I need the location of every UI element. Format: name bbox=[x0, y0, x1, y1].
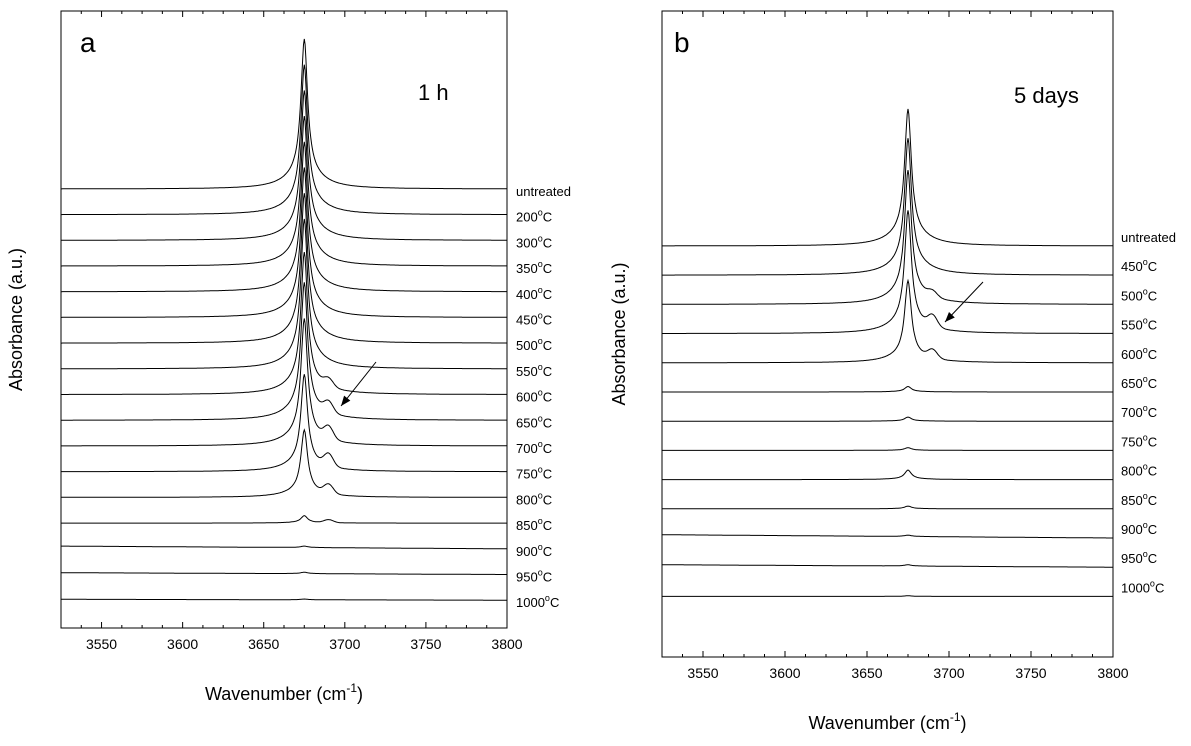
spectrum-untreated bbox=[662, 108, 1113, 247]
series-label: 950oC bbox=[516, 568, 552, 585]
spectrum-untreated bbox=[61, 38, 507, 190]
x-tick-label: 3550 bbox=[687, 665, 718, 681]
spectrum-1000 bbox=[662, 595, 1113, 597]
x-tick-label: 3650 bbox=[851, 665, 882, 681]
spectrum-700 bbox=[662, 416, 1113, 422]
x-tick-label: 3550 bbox=[86, 636, 117, 652]
series-label: 500oC bbox=[516, 336, 552, 353]
y-axis-label: Absorbance (a.u.) bbox=[6, 248, 26, 391]
arrow-head bbox=[341, 395, 351, 406]
series-label: 550oC bbox=[516, 362, 552, 379]
series-label: 900oC bbox=[1121, 520, 1157, 537]
x-tick-label: 3600 bbox=[167, 636, 198, 652]
spectrum-300 bbox=[61, 90, 507, 241]
series-label: 950oC bbox=[1121, 549, 1157, 566]
spectrum-500 bbox=[662, 170, 1113, 305]
series-label: 400oC bbox=[516, 285, 552, 302]
spectrum-900 bbox=[662, 534, 1113, 539]
spectrum-200 bbox=[61, 64, 507, 216]
series-label: 600oC bbox=[1121, 345, 1157, 362]
series-label: 550oC bbox=[1121, 316, 1157, 333]
x-tick-label: 3700 bbox=[933, 665, 964, 681]
series-label: 800oC bbox=[516, 490, 552, 507]
series-label: 650oC bbox=[1121, 374, 1157, 391]
series-label: 200oC bbox=[516, 208, 552, 225]
spectrum-550 bbox=[61, 218, 507, 370]
series-label: 350oC bbox=[516, 259, 552, 276]
spectrum-400 bbox=[61, 141, 507, 293]
spectrum-950 bbox=[61, 571, 507, 575]
series-label: 1000oC bbox=[1121, 578, 1164, 595]
x-tick-label: 3800 bbox=[491, 636, 522, 652]
series-label: 900oC bbox=[516, 542, 552, 559]
x-tick-label: 3800 bbox=[1097, 665, 1128, 681]
panel-label: b bbox=[674, 27, 690, 58]
spectrum-750 bbox=[662, 447, 1113, 451]
series-label: 600oC bbox=[516, 388, 552, 405]
spectrum-650 bbox=[61, 282, 507, 421]
spectrum-1000 bbox=[61, 598, 507, 601]
spectrum-600 bbox=[662, 278, 1113, 364]
spectrum-600 bbox=[61, 252, 507, 395]
spectrum-450 bbox=[662, 138, 1113, 276]
spectrum-550 bbox=[662, 210, 1113, 334]
series-label: 850oC bbox=[1121, 491, 1157, 508]
arrow-head bbox=[945, 311, 955, 322]
x-tick-label: 3650 bbox=[248, 636, 279, 652]
series-label: 450oC bbox=[1121, 257, 1157, 274]
series-label: 850oC bbox=[516, 516, 552, 533]
panel-label: a bbox=[80, 27, 96, 58]
series-label: 450oC bbox=[516, 311, 552, 328]
chart-panel-a: 3550 3600 3650 3700 3750 3800 Wavenumber (cm-1… bbox=[6, 10, 571, 704]
spectrum-800 bbox=[662, 469, 1113, 481]
series-label: untreated bbox=[1121, 230, 1176, 245]
spectrum-650 bbox=[662, 385, 1113, 393]
annotation-time: 1 h bbox=[418, 80, 449, 105]
series-label: 750oC bbox=[1121, 432, 1157, 449]
series-label: 750oC bbox=[516, 465, 552, 482]
chart-panel-b: 3550 3600 3650 3700 3750 3800 Wavenumber (cm-1… bbox=[609, 10, 1176, 733]
series-label: 500oC bbox=[1121, 286, 1157, 303]
series-label: 650oC bbox=[516, 413, 552, 430]
series-label: 1000oC bbox=[516, 593, 559, 610]
series-label: 300oC bbox=[516, 233, 552, 250]
series-label: 700oC bbox=[1121, 403, 1157, 420]
x-axis-label: Wavenumber (cm-1) bbox=[808, 710, 966, 733]
x-tick-label: 3750 bbox=[410, 636, 441, 652]
series-label: 800oC bbox=[1121, 462, 1157, 479]
spectrum-850 bbox=[662, 505, 1113, 510]
x-tick-label: 3600 bbox=[769, 665, 800, 681]
spectrum-450 bbox=[61, 167, 507, 318]
x-tick-label: 3700 bbox=[329, 636, 360, 652]
spectrum-900 bbox=[61, 545, 507, 550]
spectrum-850 bbox=[61, 515, 507, 524]
series-label: untreated bbox=[516, 184, 571, 199]
y-axis-label: Absorbance (a.u.) bbox=[609, 262, 629, 405]
x-axis-label: Wavenumber (cm-1) bbox=[205, 681, 363, 704]
spectrum-700 bbox=[61, 318, 507, 447]
x-tick-label: 3750 bbox=[1015, 665, 1046, 681]
spectrum-800 bbox=[61, 428, 507, 498]
spectrum-950 bbox=[662, 564, 1113, 568]
spectrum-500 bbox=[61, 193, 507, 344]
spectrum-750 bbox=[61, 374, 507, 473]
annotation-time: 5 days bbox=[1014, 83, 1079, 108]
series-label: 700oC bbox=[516, 439, 552, 456]
spectrum-350 bbox=[61, 116, 507, 267]
